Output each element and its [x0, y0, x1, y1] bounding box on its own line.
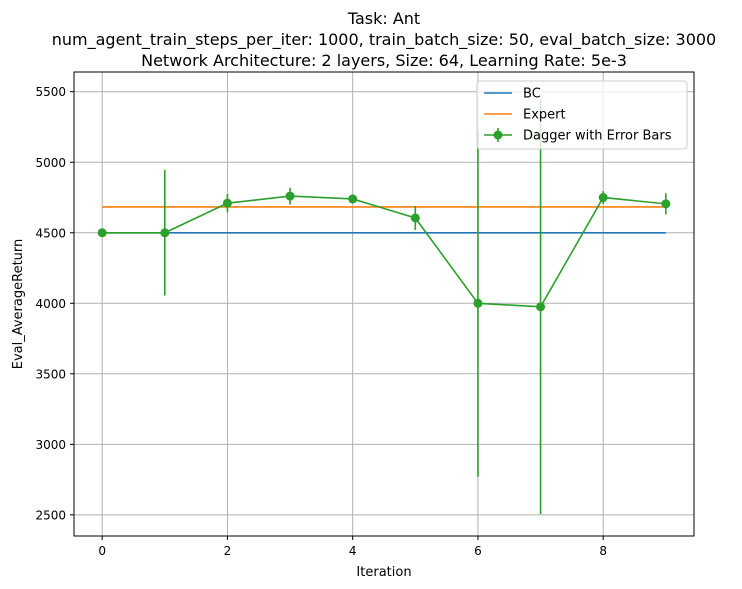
legend-swatch-marker — [493, 130, 503, 140]
data-point — [473, 298, 483, 308]
data-point — [348, 194, 358, 204]
y-tick-label: 4500 — [35, 226, 66, 240]
x-tick-label: 4 — [349, 544, 357, 558]
data-point — [97, 228, 107, 238]
chart-title-line-2: num_agent_train_steps_per_iter: 1000, tr… — [52, 30, 716, 50]
chart-title: Task: Ant num_agent_train_steps_per_iter… — [52, 9, 716, 70]
x-tick-label: 2 — [224, 544, 232, 558]
y-axis-label: Eval_AverageReturn — [11, 239, 26, 370]
y-axis-ticks: 2500 3000 3500 4000 4500 5000 5500 — [35, 85, 74, 522]
series-dagger-with-error-bars — [97, 99, 671, 515]
chart-title-line-3: Network Architecture: 2 layers, Size: 64… — [141, 51, 627, 70]
data-point — [661, 199, 671, 209]
y-tick-label: 2500 — [35, 508, 66, 522]
legend-entry: BC — [484, 87, 541, 102]
data-point — [160, 228, 170, 238]
legend-entry: Dagger with Error Bars — [484, 128, 672, 144]
legend-label: Expert — [523, 108, 566, 123]
y-tick-label: 5000 — [35, 156, 66, 170]
data-point — [536, 302, 546, 312]
legend-label: Dagger with Error Bars — [523, 129, 672, 144]
x-tick-label: 8 — [599, 544, 607, 558]
y-tick-label: 4000 — [35, 297, 66, 311]
series-line-dagger-with-error-bars — [102, 195, 666, 308]
series — [97, 99, 671, 515]
x-axis-label: Iteration — [356, 565, 411, 580]
y-tick-label: 5500 — [35, 85, 66, 99]
plot-frame — [73, 71, 695, 537]
x-axis-ticks: 0 2 4 6 8 — [98, 536, 607, 558]
x-tick-label: 6 — [474, 544, 482, 558]
data-point — [285, 191, 295, 201]
plot-area: 0 2 4 6 8 2500 3000 3500 4000 4500 5000 5500 — [35, 71, 695, 558]
x-tick-label: 0 — [98, 544, 106, 558]
y-tick-label: 3500 — [35, 367, 66, 381]
legend-box — [476, 80, 688, 150]
data-point — [222, 198, 232, 208]
data-point — [410, 213, 420, 223]
data-point — [598, 193, 608, 203]
legend: BC Expert Dagger with Error Bars — [476, 80, 688, 150]
legend-label: BC — [523, 87, 541, 102]
legend-entry: Expert — [484, 108, 566, 123]
y-tick-label: 3000 — [35, 438, 66, 452]
chart-title-line-1: Task: Ant — [347, 9, 420, 28]
legend-entries: BC Expert Dagger with Error Bars — [484, 87, 672, 144]
